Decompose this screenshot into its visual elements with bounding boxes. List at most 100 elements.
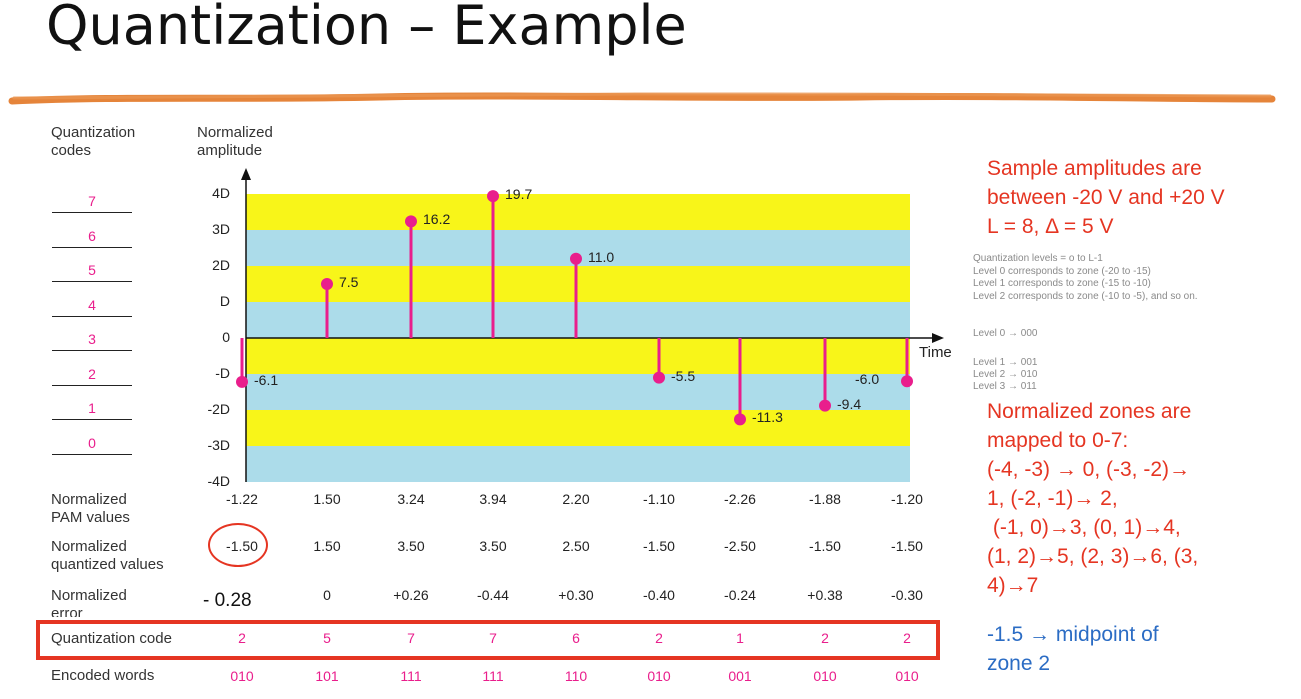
quantized-cell: 1.50 [313,538,341,554]
error-cell: -0.44 [477,587,509,603]
code-cell: 5 [323,630,331,646]
y-tick-label: D [219,293,230,309]
level-zone-line: Level 2 corresponds to zone (-10 to -5),… [973,290,1198,302]
sample-value-label: -6.1 [254,371,279,388]
pam-row-label: Normalized PAM values [51,491,130,526]
quantization-code-row-label: Quantization code [51,630,172,647]
quantization-code-highlight-box [36,620,940,660]
code-level-label: 7 [88,193,96,209]
band-blue [246,374,910,410]
first-error-value: - 0.28 [203,590,252,611]
code-cell: 7 [407,630,415,646]
sample-value-label: 16.2 [423,211,451,228]
quantized-cell: 3.50 [397,538,425,554]
code-cell: 2 [238,630,246,646]
code-cell: 2 [903,630,911,646]
sample-value-label: -5.5 [671,367,696,384]
y-tick-label: -4D [207,473,230,489]
y-tick-label: -3D [207,437,230,453]
pam-cell: -1.20 [891,491,923,507]
sample-point [236,375,248,388]
error-cell: -0.30 [891,587,923,603]
code-cell: 6 [572,630,580,646]
code-level-line [52,453,132,455]
code-level-label: 1 [88,400,96,416]
code-level-label: 3 [88,331,96,347]
sample-point [405,215,417,228]
encoded-cell: 010 [647,668,671,684]
level-code-line: Level 1 → 001 [973,357,1038,368]
level-code-line: Level 0 → 000 [973,328,1038,339]
sample-point [819,399,831,412]
level-zone-line: Level 1 corresponds to zone (-15 to -10) [973,278,1151,289]
encoded-cell: 010 [895,668,919,684]
encoded-cell: 010 [230,668,254,684]
encoded-cell: 101 [315,668,339,684]
pam-cell: 1.50 [313,491,341,507]
code-level-label: 0 [88,434,96,451]
code-level-label: 5 [88,262,96,278]
code-level-line [52,419,132,420]
code-level-line [52,281,132,282]
pam-cell: 3.24 [397,491,425,507]
code-level-line [52,212,132,213]
time-axis-label: Time [919,344,952,361]
y-tick-label: 4D [212,185,230,201]
encoded-cell: 010 [813,668,837,684]
quantized-cell: -1.50 [809,538,841,554]
pam-cell: 3.94 [479,491,507,507]
sample-amplitude-note: Sample amplitudes are between -20 V and +… [987,157,1225,238]
brush-underline [8,92,1276,105]
error-cell: +0.30 [558,587,594,603]
sample-value-label: 7.5 [339,274,359,290]
slide-title: Quantization – Example [46,0,687,57]
quantized-cell: -2.50 [724,538,756,554]
y-tick-label: 2D [212,257,230,273]
quantized-cell: 2.50 [562,538,590,554]
sample-point [321,278,333,290]
zone-mapping-note: Normalized zones are mapped to 0-7: (-4, … [987,400,1199,597]
level-code-line: Level 2 → 010 [973,369,1038,380]
pam-cell: -1.88 [809,491,841,507]
code-level-line [52,315,132,317]
code-cell: 2 [821,630,829,646]
y-axis-arrow [241,168,251,180]
sample-point [487,190,499,203]
x-axis-arrow [932,333,944,343]
sample-point [901,375,913,388]
error-cell: +0.38 [807,587,843,603]
encoded-cell: 111 [400,668,422,684]
quantized-cell: 3.50 [479,538,507,554]
pam-cell: -1.22 [226,491,258,507]
y-tick-label: -D [215,365,230,381]
band-blue [246,446,910,482]
level-zone-line: Level 0 corresponds to zone (-20 to -15) [973,265,1151,277]
y-tick-label: -2D [207,401,230,417]
level-zone-line: Quantization levels = o to L-1 [973,253,1103,264]
error-cell: -0.40 [643,587,675,603]
sample-value-label: -11.3 [752,409,783,426]
band-yellow [246,338,910,374]
band-blue [246,302,910,338]
level-code-line: Level 3 → 011 [973,381,1037,392]
midpoint-note: -1.5 → midpoint of zone 2 [987,623,1159,675]
encoded-cell: 001 [728,668,752,684]
quantized-cell: -1.50 [891,538,923,554]
sample-value-label: -6.0 [855,371,880,388]
code-level-label: 4 [88,296,96,313]
band-yellow [246,194,910,230]
code-cell: 2 [655,630,663,646]
sample-point [734,413,746,426]
highlight-circle [208,523,268,567]
sample-value-label: 19.7 [505,186,533,203]
pam-cell: 2.20 [562,491,590,507]
quantization-codes-header: Quantization codes [51,124,136,159]
code-level-label: 2 [88,365,96,382]
y-tick-label: 3D [212,221,230,237]
code-cell: 1 [736,630,744,646]
band-yellow [246,410,910,446]
pam-cell: -2.26 [724,491,756,507]
sample-value-label: 11.0 [588,248,615,265]
sample-value-label: -9.4 [837,395,862,412]
